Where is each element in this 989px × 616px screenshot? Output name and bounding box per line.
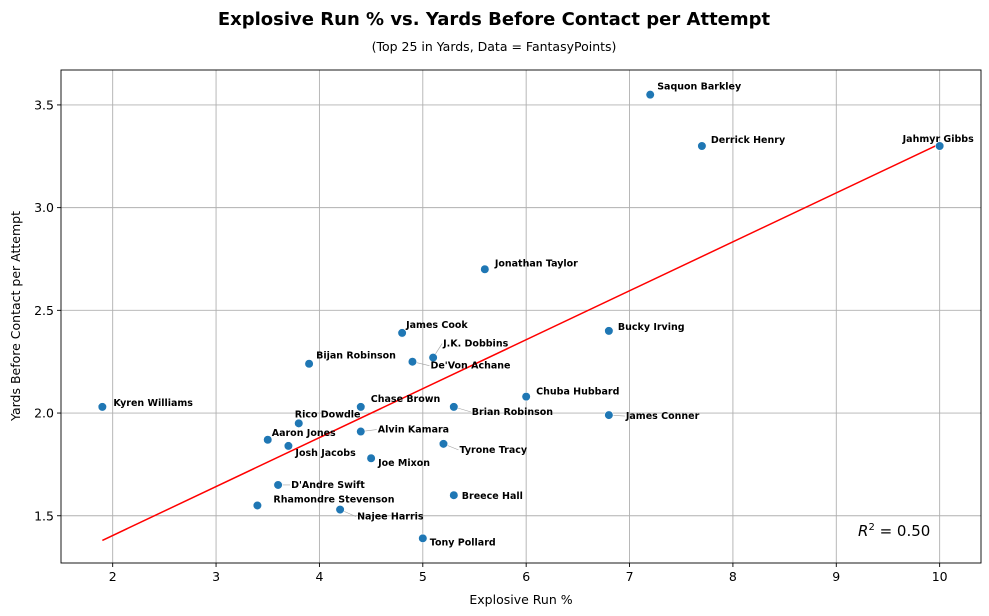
trendline-group	[102, 143, 940, 542]
y-tick-label: 3.0	[34, 200, 54, 215]
r-squared-annotation: R2 = 0.50	[858, 522, 930, 540]
data-point	[449, 490, 459, 500]
data-point	[418, 533, 428, 543]
point-label: Saquon Barkley	[657, 82, 742, 93]
point-label: Josh Jacobs	[294, 448, 356, 459]
x-tick-label: 6	[522, 569, 530, 584]
x-tick-label: 8	[729, 569, 737, 584]
x-tick-label: 10	[932, 569, 948, 584]
data-point	[604, 326, 614, 336]
point-label: Jonathan Taylor	[494, 258, 578, 269]
x-tick-label: 4	[315, 569, 323, 584]
data-point	[645, 90, 655, 100]
data-point	[273, 480, 283, 490]
point-label: Tyrone Tracy	[459, 445, 527, 456]
x-tick-label: 2	[109, 569, 117, 584]
grid	[61, 70, 981, 563]
data-point	[356, 402, 366, 412]
point-label: James Cook	[405, 320, 468, 331]
data-point	[366, 453, 376, 463]
chart-title: Explosive Run % vs. Yards Before Contact…	[218, 9, 771, 30]
y-tick-label: 2.0	[34, 406, 54, 421]
point-label: Kyren Williams	[113, 398, 193, 409]
point-label: J.K. Dobbins	[442, 339, 508, 350]
data-point	[335, 504, 345, 515]
chart-subtitle: (Top 25 in Yards, Data = FantasyPoints)	[372, 39, 617, 54]
data-point	[449, 402, 459, 412]
point-label: Jahmyr Gibbs	[902, 134, 974, 145]
point-label: Tony Pollard	[430, 537, 496, 548]
x-tick-label: 3	[212, 569, 220, 584]
point-label: D'Andre Swift	[291, 480, 365, 491]
point-label: Joe Mixon	[377, 458, 430, 469]
point-label: Breece Hall	[462, 491, 523, 502]
data-point	[935, 141, 945, 151]
data-point	[263, 435, 273, 445]
point-label: Chuba Hubbard	[536, 387, 619, 398]
data-points	[97, 90, 945, 543]
point-label: James Conner	[625, 411, 700, 422]
y-tick-label: 2.5	[34, 303, 54, 318]
point-label: Brian Robinson	[472, 407, 554, 418]
data-point	[521, 392, 531, 402]
data-point	[304, 359, 314, 369]
r-squared-value: 0.50	[897, 522, 930, 540]
point-label: Rhamondre Stevenson	[273, 494, 394, 505]
point-label: De'Von Achane	[430, 361, 510, 372]
point-label: Chase Brown	[371, 394, 441, 405]
data-point	[356, 426, 366, 437]
data-point	[97, 402, 107, 412]
data-point	[604, 410, 614, 420]
plot-frame	[60, 69, 982, 564]
trendline	[102, 143, 940, 542]
point-label: Bucky Irving	[618, 322, 685, 333]
point-label: Aaron Jones	[272, 428, 336, 439]
y-axis-label: Yards Before Contact per Attempt	[8, 211, 23, 422]
point-label: Derrick Henry	[711, 135, 786, 146]
point-labels: Saquon Barkley Derrick Henry Jahmyr Gibbs J…	[113, 82, 974, 549]
x-tick-label: 9	[832, 569, 840, 584]
point-label: Najee Harris	[357, 512, 424, 523]
y-tick-label: 1.5	[34, 508, 54, 523]
data-point	[407, 357, 418, 367]
data-point	[283, 441, 294, 451]
x-axis-label: Explosive Run %	[469, 592, 572, 607]
y-tick-label: 3.5	[34, 97, 54, 112]
data-point	[697, 141, 707, 151]
point-label: Bijan Robinson	[316, 351, 396, 362]
data-point	[438, 439, 449, 449]
x-tick-label: 7	[626, 569, 634, 584]
axis-ticks: 2 3 4 5 6 7 8 9 10 1.5 2.0 2.5 3.0 3.5	[34, 97, 948, 584]
data-point	[428, 352, 438, 363]
point-label: Alvin Kamara	[378, 425, 449, 436]
data-point	[397, 328, 407, 338]
x-tick-label: 5	[419, 569, 427, 584]
data-point	[480, 264, 490, 274]
point-label: Rico Dowdle	[295, 409, 361, 420]
data-point	[252, 500, 263, 511]
data-point	[294, 418, 304, 428]
